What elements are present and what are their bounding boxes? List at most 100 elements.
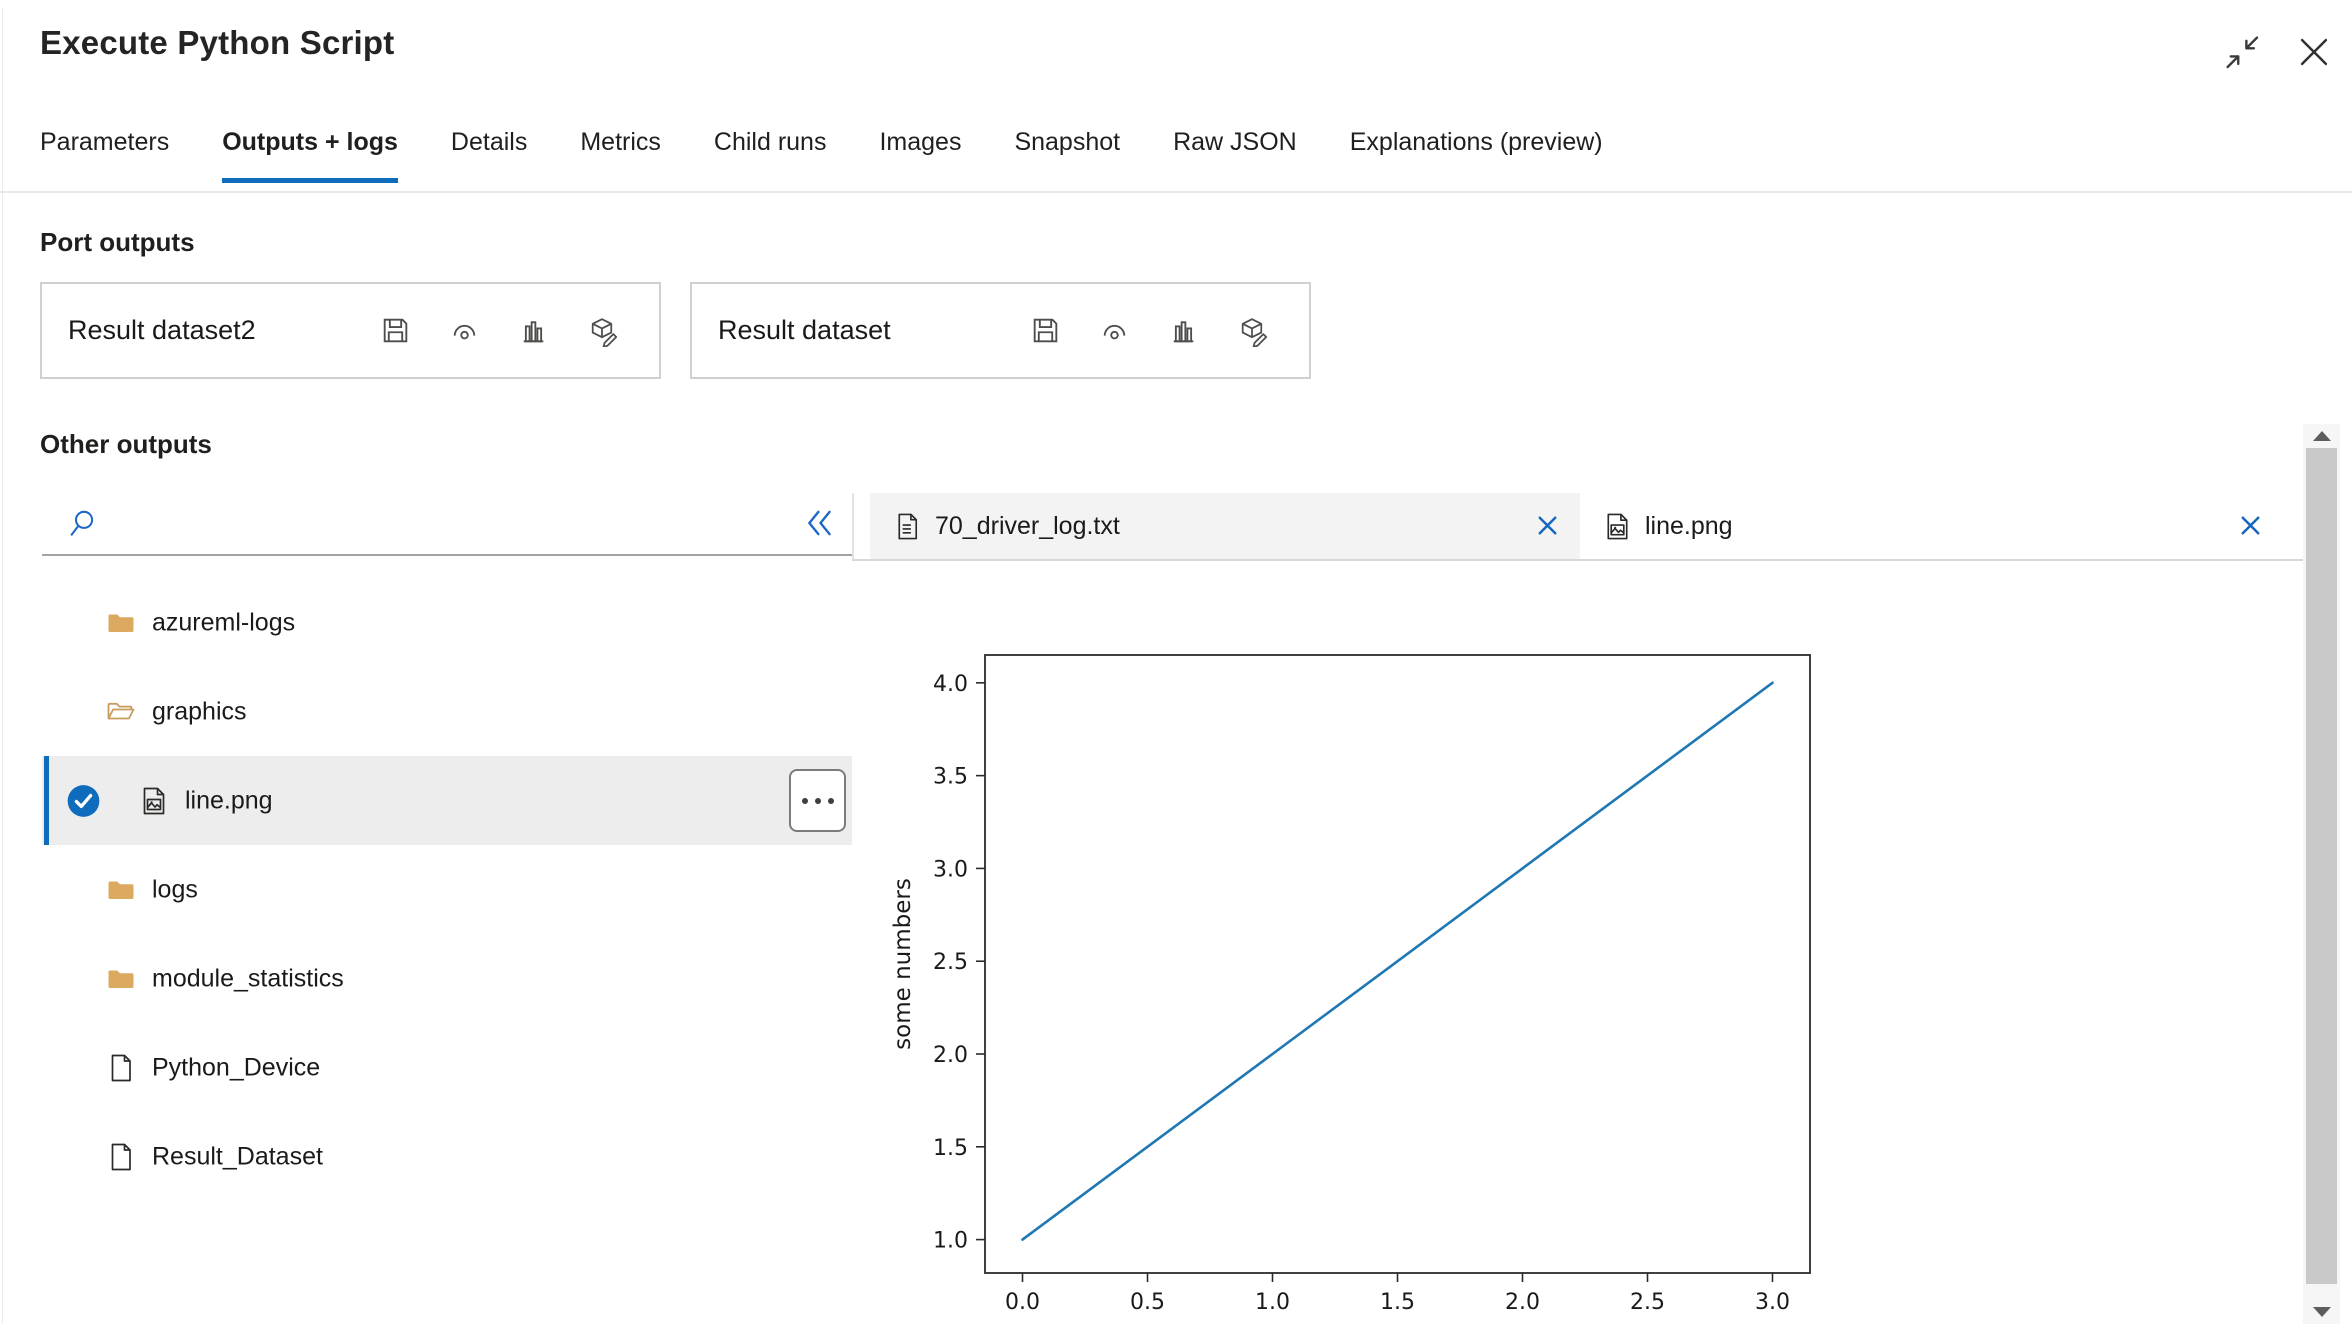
- image-file-icon: [1602, 511, 1633, 542]
- text-file-icon: [892, 511, 923, 542]
- file-icon: [105, 1141, 137, 1173]
- register-dataset-button[interactable]: [586, 314, 619, 348]
- register-dataset-icon: [1241, 318, 1268, 348]
- svg-text:4.0: 4.0: [933, 672, 968, 697]
- svg-text:1.0: 1.0: [1255, 1290, 1290, 1315]
- image-file-icon: [1607, 513, 1628, 539]
- tab-bar-divider: [0, 191, 2352, 193]
- close-icon: [1538, 516, 1556, 535]
- search-input[interactable]: [115, 499, 798, 549]
- bar-chart-button[interactable]: [517, 314, 550, 347]
- save-icon: [383, 318, 408, 343]
- collapse-double-chevron-icon: [807, 510, 831, 536]
- scrollbar-up-arrow[interactable]: [2303, 424, 2340, 448]
- close-viewer-tab-button[interactable]: [2235, 511, 2265, 541]
- viewer-tab-label: 70_driver_log.txt: [935, 511, 1120, 540]
- visualize-button[interactable]: [448, 314, 481, 347]
- tree-item-label: line.png: [185, 786, 273, 814]
- svg-text:3.0: 3.0: [1755, 1290, 1790, 1315]
- text-file-icon: [898, 513, 918, 539]
- svg-text:0.0: 0.0: [1005, 1290, 1040, 1315]
- bar-chart-button[interactable]: [1167, 314, 1200, 347]
- pane-left-border: [2, 8, 3, 1324]
- visualize-icon: [1103, 324, 1126, 340]
- more-options-button[interactable]: [789, 769, 846, 832]
- viewer-tab-70-driver-log-txt[interactable]: 70_driver_log.txt: [870, 493, 1580, 559]
- tab-parameters[interactable]: Parameters: [40, 128, 170, 156]
- tab-details[interactable]: Details: [450, 128, 528, 156]
- search-icon: [66, 508, 99, 541]
- port-outputs-title: Port outputs: [40, 227, 195, 257]
- tab-snapshot[interactable]: Snapshot: [1014, 128, 1121, 156]
- close-viewer-tab-button[interactable]: [1532, 511, 1562, 541]
- tab-images[interactable]: Images: [879, 128, 962, 156]
- tree-search-row: [42, 494, 852, 556]
- folder-open-icon: [105, 696, 137, 728]
- tree-item-azureml-logs[interactable]: azureml-logs: [42, 578, 852, 667]
- save-button[interactable]: [1029, 314, 1062, 347]
- viewer-tab-line-png[interactable]: line.png: [1580, 493, 2303, 559]
- close-icon: [2300, 38, 2328, 66]
- tree-item-label: Python_Device: [152, 1053, 321, 1081]
- line-png-chart-preview: 0.0 0.5 1.0 1.5 2.0 2.5 3.0 1.0 1.5 2.0 2.5 3.0 3.5 4…: [852, 561, 2303, 1324]
- tree-item-logs[interactable]: logs: [42, 845, 852, 934]
- tree-item-label: graphics: [152, 697, 247, 725]
- port-output-actions: [1029, 314, 1269, 348]
- tab-child-runs[interactable]: Child runs: [713, 128, 827, 156]
- save-button[interactable]: [379, 314, 412, 347]
- port-output-card: Result dataset: [690, 282, 1311, 379]
- register-dataset-button[interactable]: [1236, 314, 1269, 348]
- svg-text:0.5: 0.5: [1130, 1290, 1165, 1315]
- page-title: Execute Python Script: [40, 24, 395, 61]
- selected-check-icon: [66, 783, 101, 818]
- close-button[interactable]: [2290, 28, 2338, 76]
- collapse-panel-button[interactable]: [798, 502, 842, 546]
- tree-item-python-device[interactable]: Python_Device: [42, 1023, 852, 1112]
- folder-closed-icon: [105, 874, 137, 906]
- visualize-button[interactable]: [1098, 314, 1131, 347]
- file-icon: [111, 1054, 131, 1081]
- svg-text:some numbers: some numbers: [890, 878, 916, 1050]
- folder-closed-icon: [108, 970, 134, 988]
- port-output-actions: [379, 314, 619, 348]
- register-dataset-icon: [591, 318, 618, 348]
- tab-explanations-preview[interactable]: Explanations (preview): [1349, 128, 1603, 156]
- viewer-tab-label: line.png: [1645, 511, 1733, 540]
- folder-open-icon: [107, 702, 135, 719]
- visualize-icon: [453, 324, 476, 340]
- tree-item-label: azureml-logs: [152, 608, 296, 636]
- scrollbar-down-arrow[interactable]: [2303, 1300, 2340, 1324]
- contract-icon: [2226, 36, 2259, 69]
- tree-item-graphics[interactable]: graphics: [42, 667, 852, 756]
- main-tab-bar: Parameters Outputs + logs Details Metrics Ch…: [40, 127, 1603, 183]
- tab-raw-json[interactable]: Raw JSON: [1173, 128, 1297, 156]
- file-icon: [111, 1143, 131, 1170]
- image-file-icon: [138, 785, 170, 817]
- svg-text:3.0: 3.0: [933, 857, 968, 882]
- tree-item-label: Result_Dataset: [152, 1142, 323, 1170]
- svg-text:1.5: 1.5: [1380, 1290, 1415, 1315]
- tree-item-line-png[interactable]: line.png: [42, 756, 852, 845]
- folder-closed-icon: [105, 963, 137, 995]
- close-icon: [2241, 516, 2259, 535]
- check-circle-icon: [67, 784, 100, 817]
- tree-item-result-dataset[interactable]: Result_Dataset: [42, 1112, 852, 1201]
- file-tree: azureml-logs graphics line.png logs module_s…: [42, 578, 852, 1201]
- bar-chart-icon: [1173, 321, 1194, 343]
- svg-text:2.0: 2.0: [933, 1043, 968, 1068]
- viewer-tab-bar-divider: [852, 559, 2303, 561]
- scrollbar-thumb[interactable]: [2306, 448, 2337, 1284]
- contract-button[interactable]: [2218, 28, 2266, 76]
- folder-closed-icon: [105, 607, 137, 639]
- tab-outputs-logs[interactable]: Outputs + logs: [222, 127, 398, 183]
- image-file-icon: [143, 787, 165, 814]
- other-outputs-title: Other outputs: [40, 429, 212, 459]
- vertical-scrollbar[interactable]: [2303, 424, 2340, 1324]
- tree-item-module-statistics[interactable]: module_statistics: [42, 934, 852, 1023]
- port-output-name: Result dataset: [718, 315, 891, 345]
- save-icon: [1033, 318, 1058, 343]
- tree-item-label: logs: [152, 875, 198, 903]
- tab-metrics[interactable]: Metrics: [580, 128, 661, 156]
- folder-closed-icon: [108, 614, 134, 632]
